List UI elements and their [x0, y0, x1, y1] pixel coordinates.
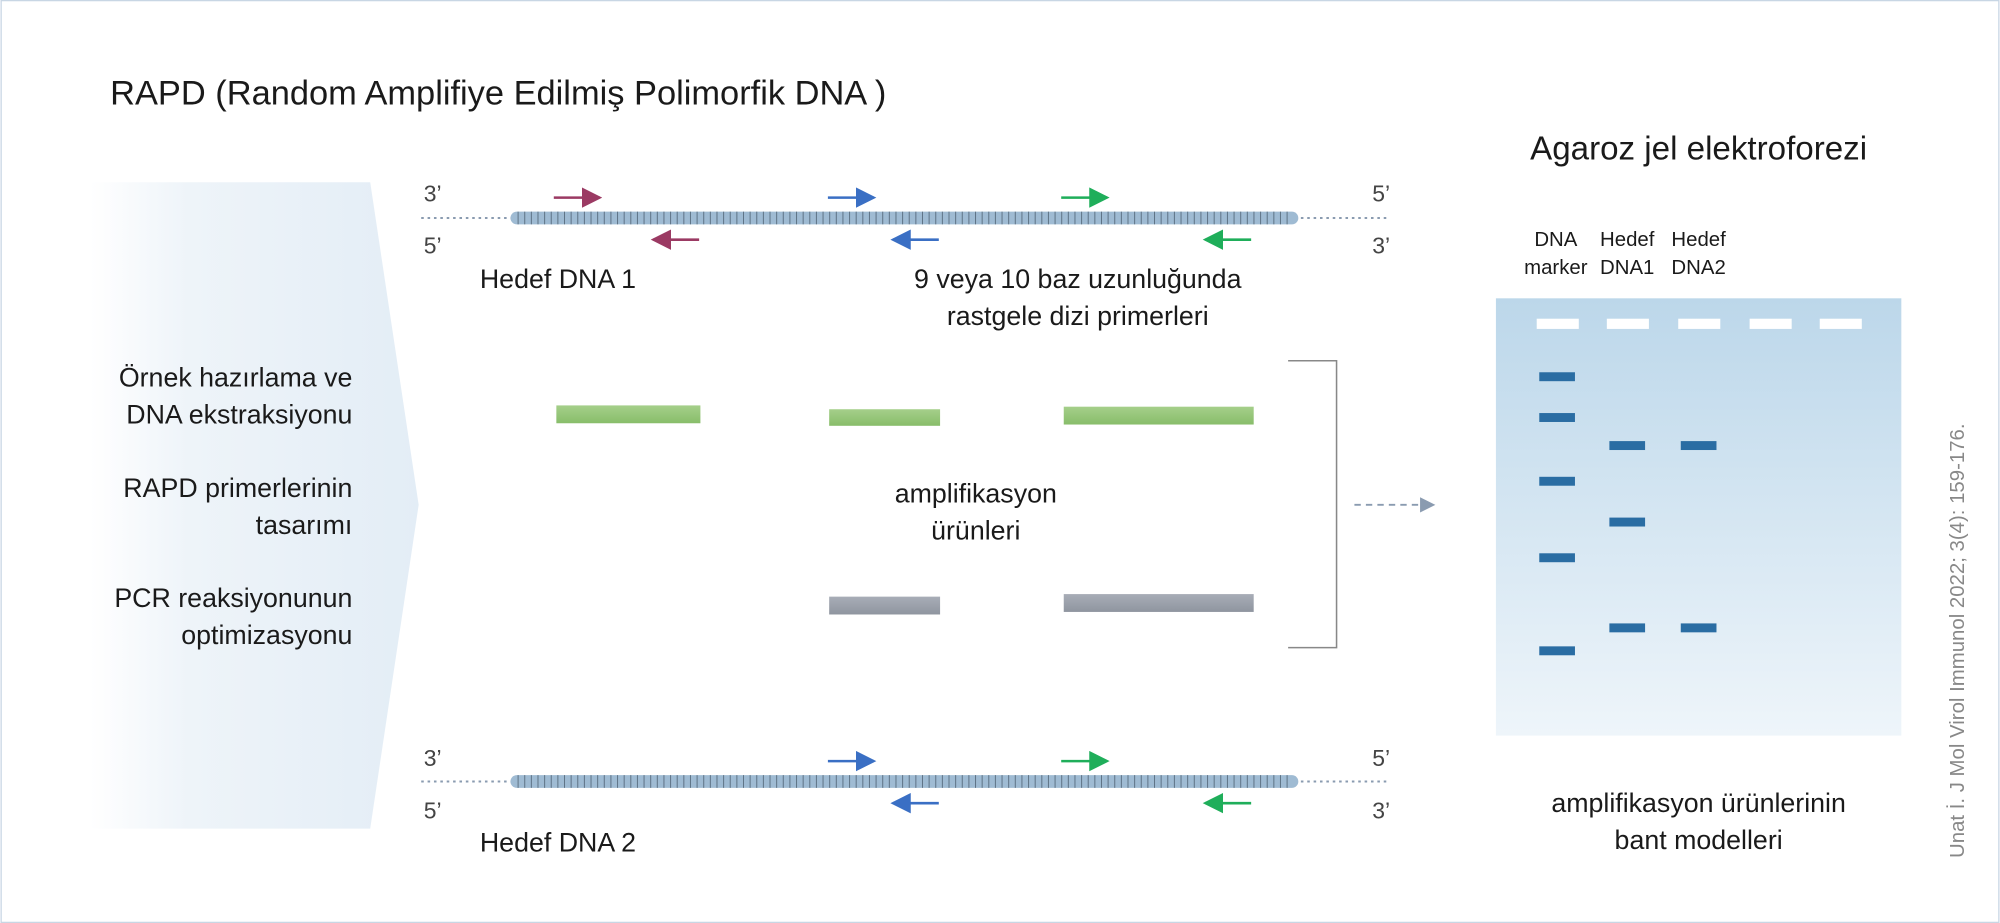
lane-labels: DNA marker Hedef DNA1 Hedef DNA2: [1524, 229, 1726, 279]
product-band: [829, 596, 941, 615]
step: Örnek hazırlama ve DNA ekstraksiyonu: [119, 362, 353, 429]
steps-panel: [89, 182, 419, 829]
band: [1609, 517, 1646, 527]
band: [1539, 553, 1575, 563]
product-band: [556, 405, 701, 424]
band: [1539, 646, 1575, 656]
primers-label: 9 veya 10 baz uzunluğunda rastgele dizi p…: [914, 264, 1242, 331]
dna-helix: [510, 775, 1299, 788]
product-band: [1063, 594, 1254, 612]
product-band: [1063, 406, 1254, 425]
gel-caption: amplifikasyon ürünlerinin bant modelleri: [1551, 788, 1846, 855]
well: [1678, 318, 1721, 329]
end-label: 5’: [1372, 180, 1390, 206]
end-label: 5’: [424, 797, 442, 823]
gel: [1495, 298, 1902, 736]
end-label: 3’: [424, 180, 442, 206]
end-label: 3’: [1372, 797, 1390, 823]
product-band: [829, 409, 941, 426]
end-label: 3’: [424, 745, 442, 771]
end-label: 5’: [1372, 745, 1390, 771]
lane-label: Hedef DNA2: [1671, 229, 1726, 279]
end-label: 5’: [424, 233, 442, 259]
well: [1536, 318, 1579, 329]
citation: Unat İ. J Mol Virol Immunol 2022; 3(4): …: [1946, 423, 1969, 858]
dna-strand-1: [421, 187, 1391, 250]
products: [556, 405, 1254, 615]
steps: Örnek hazırlama ve DNA ekstraksiyonu RAPD…: [114, 362, 352, 650]
lane-label: DNA marker: [1524, 229, 1588, 279]
band: [1609, 623, 1646, 633]
dna-name: Hedef DNA 2: [480, 828, 636, 858]
well: [1749, 318, 1792, 329]
bracket: [1288, 360, 1338, 649]
step: RAPD primerlerinin tasarımı: [123, 473, 352, 540]
gel-title: Agaroz jel elektroforezi: [1530, 130, 1867, 167]
band: [1539, 413, 1575, 422]
well: [1606, 318, 1649, 329]
lane-label: Hedef DNA1: [1600, 229, 1655, 279]
band: [1539, 372, 1575, 382]
well: [1819, 318, 1862, 329]
band: [1680, 623, 1717, 633]
band: [1609, 441, 1646, 451]
band: [1539, 476, 1575, 486]
dna-helix: [510, 211, 1299, 225]
end-label: 3’: [1372, 233, 1390, 259]
products-label: amplifikasyon ürünleri: [895, 478, 1057, 545]
title: RAPD (Random Amplifiye Edilmiş Polimorfi…: [110, 75, 886, 113]
dna-strand-2: [421, 750, 1391, 814]
band: [1680, 441, 1717, 451]
dna-name: Hedef DNA 1: [480, 264, 636, 294]
step: PCR reaksiyonunun optimizasyonu: [114, 583, 352, 650]
gel-bands: [1536, 318, 1862, 656]
